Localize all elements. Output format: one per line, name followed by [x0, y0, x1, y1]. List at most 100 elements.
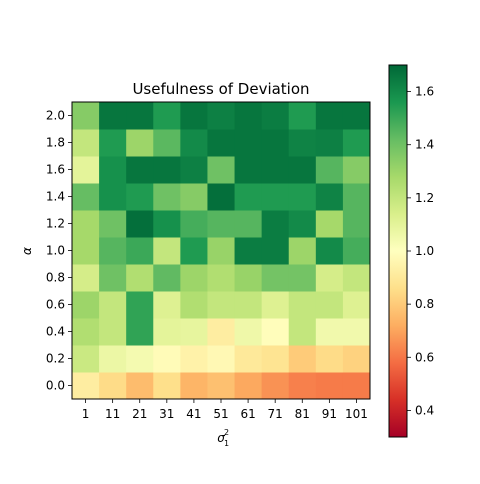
heatmap-cell: [72, 291, 100, 319]
heatmap-cell: [153, 156, 181, 184]
heatmap-cell: [99, 102, 127, 130]
heatmap-cell: [234, 264, 263, 292]
heatmap-cells: [72, 102, 371, 400]
heatmap-cell: [261, 210, 290, 238]
heatmap-cell: [207, 102, 236, 130]
heatmap-cell: [288, 129, 317, 157]
x-tick-label: 81: [295, 407, 310, 421]
x-tick-label: 1: [82, 407, 90, 421]
x-tick-label: 61: [240, 407, 255, 421]
heatmap-cell: [261, 237, 290, 265]
heatmap-cell: [99, 183, 127, 211]
heatmap-cell: [288, 102, 317, 130]
heatmap-cell: [153, 264, 181, 292]
heatmap-cell: [234, 156, 263, 184]
heatmap-cell: [72, 372, 100, 400]
heatmap-cell: [99, 237, 127, 265]
heatmap-cell: [126, 129, 154, 157]
heatmap-cell: [99, 345, 127, 373]
heatmap-cell: [207, 156, 236, 184]
heatmap-cell: [153, 210, 181, 238]
heatmap-cell: [153, 237, 181, 265]
heatmap-cell: [207, 345, 236, 373]
heatmap-cell: [342, 102, 371, 130]
heatmap-cell: [288, 237, 317, 265]
heatmap-cell: [72, 264, 100, 292]
x-axis-label: σ: [217, 431, 225, 445]
y-axis-ticks: 0.0 0.2 0.4 0.6 0.8 1.0 1.2 1.4 1.6 1.8 2.0: [46, 109, 72, 393]
heatmap-cell: [288, 318, 317, 346]
heatmap-cell: [234, 318, 263, 346]
y-tick-label: 2.0: [46, 109, 65, 123]
colorbar-tick-label: 0.4: [415, 403, 434, 417]
heatmap-cell: [180, 183, 208, 211]
heatmap-cell: [315, 264, 344, 292]
chart-title: Usefulness of Deviation: [132, 80, 309, 98]
heatmap-cell: [234, 183, 263, 211]
heatmap-cell: [153, 129, 181, 157]
heatmap-cell: [261, 372, 290, 400]
heatmap-cell: [99, 129, 127, 157]
x-tick-label: 31: [159, 407, 174, 421]
x-label-main: σ: [217, 431, 225, 445]
heatmap-cell: [234, 372, 263, 400]
heatmap-cell: [153, 372, 181, 400]
heatmap-cell: [342, 156, 371, 184]
heatmap-cell: [342, 318, 371, 346]
heatmap-cell: [126, 318, 154, 346]
heatmap-cell: [342, 291, 371, 319]
heatmap-cell: [126, 237, 154, 265]
heatmap-cell: [207, 318, 236, 346]
heatmap-cell: [315, 156, 344, 184]
x-tick-label: 51: [213, 407, 228, 421]
heatmap-cell: [315, 210, 344, 238]
heatmap-cell: [99, 156, 127, 184]
heatmap-cell: [342, 210, 371, 238]
heatmap-cell: [207, 183, 236, 211]
heatmap-cell: [99, 318, 127, 346]
heatmap-cell: [207, 372, 236, 400]
heatmap-cell: [180, 237, 208, 265]
heatmap-cell: [99, 372, 127, 400]
heatmap-cell: [126, 210, 154, 238]
y-tick-label: 1.6: [46, 163, 65, 177]
heatmap-cell: [315, 318, 344, 346]
heatmap-cell: [180, 210, 208, 238]
heatmap-cell: [261, 183, 290, 211]
y-tick-label: 1.0: [46, 244, 65, 258]
heatmap-cell: [180, 291, 208, 319]
heatmap-cell: [72, 183, 100, 211]
heatmap-cell: [342, 129, 371, 157]
heatmap-cell: [180, 372, 208, 400]
colorbar-tick-label: 0.8: [415, 297, 434, 311]
y-axis-label: α: [20, 247, 34, 255]
colorbar-tick-label: 1.6: [415, 85, 434, 99]
heatmap-cell: [126, 345, 154, 373]
heatmap-cell: [207, 129, 236, 157]
heatmap-cell: [288, 372, 317, 400]
heatmap-cell: [207, 210, 236, 238]
heatmap-cell: [261, 156, 290, 184]
heatmap-cell: [342, 183, 371, 211]
heatmap-cell: [288, 291, 317, 319]
heatmap-cell: [180, 345, 208, 373]
heatmap-cell: [153, 318, 181, 346]
heatmap-cell: [342, 345, 371, 373]
heatmap-cell: [126, 102, 154, 130]
heatmap-cell: [207, 237, 236, 265]
heatmap-cell: [261, 345, 290, 373]
heatmap-cell: [180, 318, 208, 346]
heatmap-cell: [234, 102, 263, 130]
heatmap-cell: [315, 183, 344, 211]
heatmap-cell: [72, 102, 100, 130]
heatmap-cell: [72, 210, 100, 238]
heatmap-cell: [234, 129, 263, 157]
heatmap-cell: [207, 291, 236, 319]
heatmap-cell: [126, 291, 154, 319]
heatmap-cell: [261, 102, 290, 130]
heatmap-cell: [72, 129, 100, 157]
heatmap-cell: [153, 345, 181, 373]
heatmap-cell: [342, 264, 371, 292]
heatmap-cell: [72, 156, 100, 184]
